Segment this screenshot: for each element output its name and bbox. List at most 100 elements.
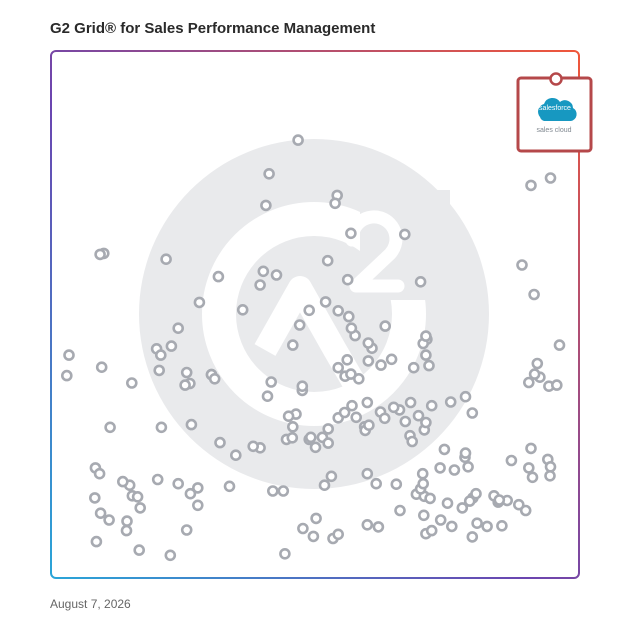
data-point[interactable] (406, 435, 419, 448)
data-point[interactable] (481, 520, 493, 533)
data-point[interactable] (462, 460, 474, 473)
data-point[interactable] (345, 227, 357, 240)
data-point[interactable] (133, 544, 145, 556)
data-point[interactable] (104, 421, 116, 434)
data-point[interactable] (544, 460, 557, 473)
data-point[interactable] (444, 396, 457, 408)
data-point[interactable] (120, 524, 133, 537)
data-point[interactable] (423, 359, 435, 372)
data-point[interactable] (531, 357, 544, 370)
data-point[interactable] (525, 179, 537, 192)
data-point[interactable] (265, 376, 278, 388)
data-point[interactable] (131, 490, 144, 503)
data-point[interactable] (466, 407, 479, 419)
data-point[interactable] (90, 535, 103, 548)
data-point[interactable] (94, 248, 106, 261)
data-point[interactable] (390, 478, 403, 491)
data-point[interactable] (526, 471, 539, 484)
data-point[interactable] (512, 498, 525, 511)
data-point[interactable] (550, 379, 563, 391)
data-point[interactable] (414, 275, 427, 288)
data-point[interactable] (126, 377, 138, 389)
data-point[interactable] (417, 477, 430, 490)
data-point[interactable] (286, 420, 299, 433)
data-point[interactable] (441, 497, 454, 510)
data-point[interactable] (319, 296, 332, 308)
data-point[interactable] (346, 399, 358, 412)
data-point[interactable] (286, 431, 299, 444)
data-point[interactable] (134, 502, 146, 514)
data-point[interactable] (165, 340, 178, 352)
data-point[interactable] (160, 253, 172, 266)
data-point[interactable] (318, 479, 331, 492)
data-point[interactable] (260, 199, 272, 212)
data-point[interactable] (456, 502, 469, 514)
data-point[interactable] (322, 423, 335, 435)
data-point[interactable] (63, 349, 75, 361)
data-point[interactable] (94, 507, 107, 520)
data-point[interactable] (416, 467, 429, 480)
data-point[interactable] (434, 514, 447, 526)
data-point[interactable] (425, 399, 438, 412)
data-point[interactable] (121, 515, 133, 527)
data-point[interactable] (179, 379, 191, 391)
data-point[interactable] (505, 454, 518, 467)
data-point[interactable] (332, 361, 345, 374)
data-point[interactable] (496, 519, 508, 532)
data-point[interactable] (277, 485, 290, 497)
data-point[interactable] (420, 330, 432, 342)
data-point[interactable] (341, 353, 354, 366)
data-point[interactable] (363, 419, 375, 432)
data-point[interactable] (470, 487, 482, 500)
data-point[interactable] (212, 270, 225, 283)
data-point[interactable] (230, 449, 242, 462)
data-point[interactable] (387, 401, 400, 414)
data-point[interactable] (164, 549, 177, 562)
data-point[interactable] (180, 366, 193, 379)
data-point[interactable] (155, 421, 168, 434)
highlighted-product[interactable]: salesforce sales cloud (516, 72, 593, 153)
data-point[interactable] (528, 368, 541, 380)
data-point[interactable] (192, 499, 204, 512)
data-point[interactable] (425, 524, 438, 537)
data-point[interactable] (322, 437, 335, 449)
data-point[interactable] (345, 322, 358, 335)
data-point[interactable] (309, 441, 322, 454)
data-point[interactable] (361, 396, 374, 409)
data-point[interactable] (345, 368, 357, 380)
data-point[interactable] (95, 361, 108, 374)
data-point[interactable] (61, 369, 73, 382)
data-point[interactable] (394, 504, 406, 517)
data-point[interactable] (223, 480, 236, 493)
data-point[interactable] (117, 475, 129, 488)
data-point[interactable] (342, 310, 355, 323)
data-point[interactable] (310, 512, 322, 525)
data-point[interactable] (282, 410, 295, 423)
data-point[interactable] (279, 547, 291, 560)
data-point[interactable] (236, 303, 249, 316)
data-point[interactable] (350, 411, 363, 424)
data-point[interactable] (544, 469, 556, 482)
data-point[interactable] (172, 477, 184, 490)
data-point[interactable] (270, 269, 283, 281)
data-point[interactable] (412, 409, 425, 422)
data-point[interactable] (286, 339, 299, 351)
data-point[interactable] (525, 442, 537, 455)
data-point[interactable] (304, 431, 317, 444)
data-point[interactable] (352, 372, 365, 385)
data-point[interactable] (361, 518, 374, 531)
data-point[interactable] (493, 494, 506, 506)
data-point[interactable] (516, 259, 528, 271)
data-point[interactable] (438, 443, 451, 456)
data-point[interactable] (332, 528, 345, 541)
data-point[interactable] (471, 517, 483, 530)
data-point[interactable] (398, 228, 411, 241)
data-point[interactable] (89, 492, 101, 504)
data-point[interactable] (103, 514, 115, 526)
data-point[interactable] (247, 440, 259, 453)
data-point[interactable] (522, 376, 535, 389)
data-point[interactable] (93, 467, 106, 480)
data-point[interactable] (379, 320, 392, 332)
data-point[interactable] (361, 467, 374, 480)
data-point[interactable] (448, 464, 461, 476)
